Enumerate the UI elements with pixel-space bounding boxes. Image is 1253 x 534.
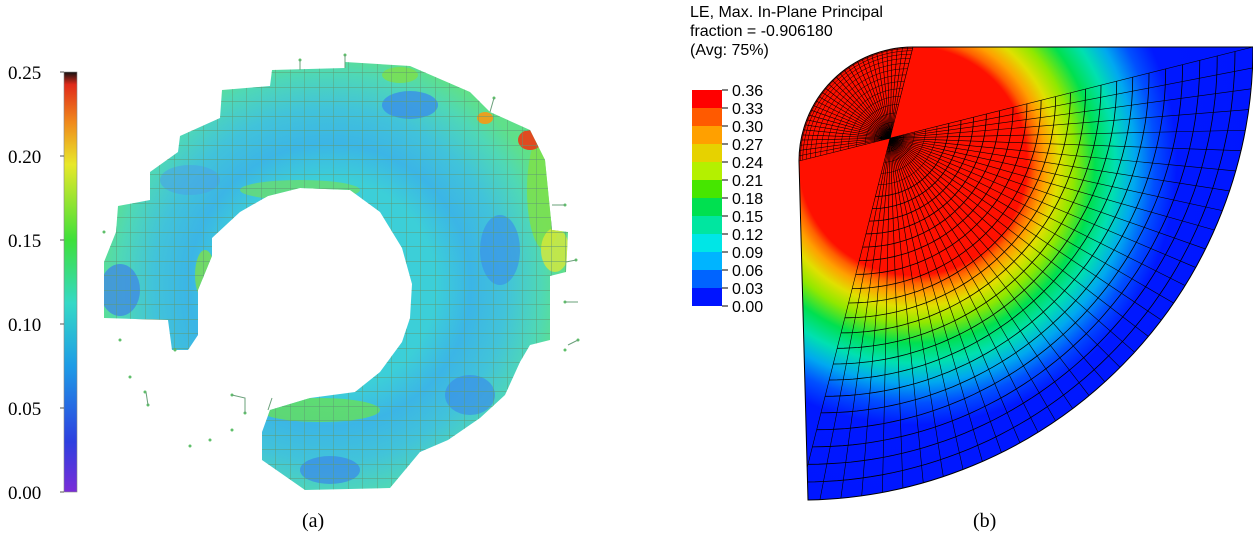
legend-swatch (692, 108, 722, 126)
panel-b: LE, Max. In-Plane Principal fraction = -… (640, 0, 1253, 534)
legend-swatch (692, 180, 722, 198)
caption-a: (a) (302, 510, 325, 532)
legend-value-label: 0.03 (732, 281, 763, 298)
legend-value-label: 0.09 (732, 245, 763, 262)
legend-swatch (692, 126, 722, 144)
panel-a-figure: 0.25 0.20 0.15 0.10 0.05 0.00 (8, 50, 580, 504)
caption-b: (b) (973, 510, 997, 532)
legend-value-label: 0.06 (732, 263, 763, 280)
legend-value-label: 0.27 (732, 137, 763, 154)
legend-swatch (692, 144, 722, 162)
legend-swatch (692, 252, 722, 270)
legend-swatch (692, 288, 722, 306)
scale-tick-label: 0.05 (8, 399, 41, 420)
legend-swatch (692, 270, 722, 288)
legend-fraction: fraction = -0.906180 (690, 23, 833, 40)
legend-swatch (692, 234, 722, 252)
scale-tick-label: 0.10 (8, 315, 41, 336)
scale-tick-label: 0.20 (8, 147, 41, 168)
legend-title: LE, Max. In-Plane Principal (690, 4, 883, 21)
contour-legend: 0.360.330.300.270.240.210.180.150.120.09… (692, 83, 763, 316)
legend-swatch (692, 162, 722, 180)
strain-field-ring (90, 50, 580, 490)
legend-averaging: (Avg: 75%) (690, 42, 769, 59)
legend-value-label: 0.30 (732, 119, 763, 136)
legend-swatch (692, 198, 722, 216)
legend-value-label: 0.18 (732, 191, 763, 208)
legend-value-label: 0.12 (732, 227, 763, 244)
legend-value-label: 0.33 (732, 101, 763, 118)
scale-tick-label: 0.25 (8, 63, 41, 84)
legend-value-label: 0.00 (732, 299, 763, 316)
color-scale-bar (63, 71, 78, 493)
scale-tick-label: 0.00 (8, 483, 41, 504)
color-scale: 0.25 0.20 0.15 0.10 0.05 0.00 (8, 63, 78, 504)
legend-value-label: 0.15 (732, 209, 763, 226)
legend-value-label: 0.36 (732, 83, 763, 100)
mesh-nodes (102, 53, 580, 448)
legend-value-label: 0.21 (732, 173, 763, 190)
scale-tick-label: 0.15 (8, 231, 41, 252)
panel-a: 0.25 0.20 0.15 0.10 0.05 0.00 (8, 50, 580, 532)
legend-swatch (692, 90, 722, 108)
fe-mesh-quarter-annulus (798, 46, 1253, 501)
legend-swatch (692, 216, 722, 234)
panel-b-figure: 0.360.330.300.270.240.210.180.150.120.09… (692, 46, 1253, 501)
legend-value-label: 0.24 (732, 155, 763, 172)
